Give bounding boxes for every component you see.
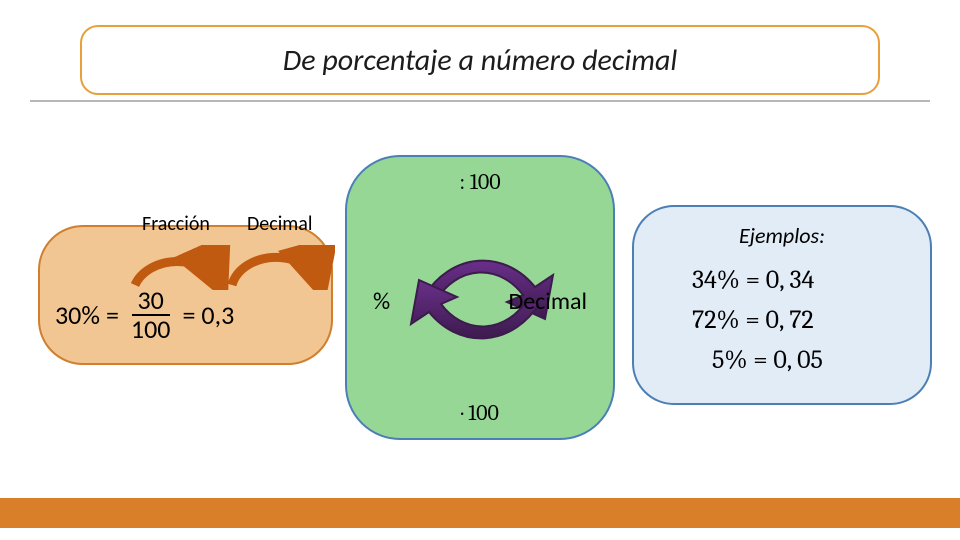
eq-numerator: 30: [132, 287, 170, 316]
examples-title: Ejemplos:: [634, 222, 930, 249]
label-fraccion: Fracción: [142, 212, 210, 236]
title-underline: [30, 100, 930, 102]
center-panel: : 100 % Decimal · 100: [345, 155, 615, 440]
eq-decimal: 0,3: [201, 299, 234, 331]
label-decimal: Decimal: [247, 212, 312, 236]
percent-symbol: %: [373, 287, 390, 316]
eq-denominator: 100: [131, 316, 171, 342]
title-box: De porcentaje a número decimal: [80, 25, 880, 95]
right-panel: Ejemplos: 34% = 0, 34 72% = 0, 72 5% = 0…: [632, 205, 932, 405]
multiply-100-label: · 100: [347, 400, 613, 426]
equation: 30% = 30 100 = 0,3: [55, 287, 234, 342]
eq-percent: 30%: [55, 299, 100, 331]
title-text: De porcentaje a número decimal: [283, 42, 678, 79]
decimal-label: Decimal: [508, 287, 587, 316]
footer-bar: [0, 498, 960, 528]
example-1: 34% = 0, 34: [692, 265, 814, 295]
left-panel: Fracción Decimal 30% = 30 100 = 0,3: [38, 225, 333, 365]
example-3: 5% = 0, 05: [712, 345, 823, 375]
example-2: 72% = 0, 72: [692, 305, 814, 335]
